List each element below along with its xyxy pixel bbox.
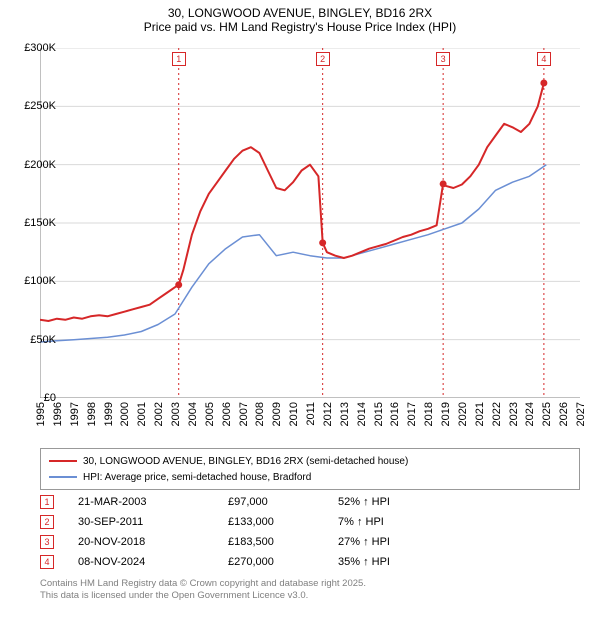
x-tick-label: 2007 (238, 402, 250, 426)
x-tick-label: 1996 (52, 402, 64, 426)
transaction-row-2: 3 20-NOV-2018 £183,500 27% ↑ HPI (40, 532, 458, 552)
transaction-row-0: 1 21-MAR-2003 £97,000 52% ↑ HPI (40, 492, 458, 512)
y-tick-label: £0 (6, 392, 56, 404)
x-tick-label: 2027 (575, 402, 587, 426)
x-tick-label: 2001 (136, 402, 148, 426)
x-tick-label: 2005 (204, 402, 216, 426)
y-tick-label: £100K (6, 275, 56, 287)
x-tick-label: 1997 (69, 402, 81, 426)
legend-swatch-0 (49, 460, 77, 463)
x-tick-label: 2024 (524, 402, 536, 426)
y-tick-label: £150K (6, 217, 56, 229)
x-tick-label: 2020 (457, 402, 469, 426)
transaction-price-3: £270,000 (228, 556, 338, 568)
x-tick-label: 2010 (288, 402, 300, 426)
chart-marker-box: 2 (316, 52, 330, 66)
y-tick-label: £200K (6, 159, 56, 171)
transaction-pct-0: 52% ↑ HPI (338, 496, 458, 508)
transaction-date-0: 21-MAR-2003 (78, 496, 228, 508)
transaction-row-1: 2 30-SEP-2011 £133,000 7% ↑ HPI (40, 512, 458, 532)
chart-marker-box: 4 (537, 52, 551, 66)
y-tick-label: £250K (6, 100, 56, 112)
legend: 30, LONGWOOD AVENUE, BINGLEY, BD16 2RX (… (40, 448, 580, 490)
legend-row-0: 30, LONGWOOD AVENUE, BINGLEY, BD16 2RX (… (49, 453, 571, 469)
x-tick-label: 2014 (356, 402, 368, 426)
transaction-pct-3: 35% ↑ HPI (338, 556, 458, 568)
x-tick-label: 2019 (440, 402, 452, 426)
transaction-date-2: 20-NOV-2018 (78, 536, 228, 548)
transaction-pct-2: 27% ↑ HPI (338, 536, 458, 548)
transaction-row-3: 4 08-NOV-2024 £270,000 35% ↑ HPI (40, 552, 458, 572)
chart-marker-box: 3 (436, 52, 450, 66)
x-tick-label: 2009 (271, 402, 283, 426)
transaction-marker-2: 3 (40, 535, 54, 549)
x-tick-label: 2018 (423, 402, 435, 426)
title-block: 30, LONGWOOD AVENUE, BINGLEY, BD16 2RX P… (0, 0, 600, 34)
y-tick-label: £300K (6, 42, 56, 54)
transaction-marker-3: 4 (40, 555, 54, 569)
chart-area (40, 48, 580, 398)
transaction-price-2: £183,500 (228, 536, 338, 548)
x-tick-label: 2022 (491, 402, 503, 426)
x-tick-label: 2002 (153, 402, 165, 426)
legend-label-0: 30, LONGWOOD AVENUE, BINGLEY, BD16 2RX (… (83, 456, 408, 467)
x-tick-label: 2016 (389, 402, 401, 426)
x-tick-label: 2012 (322, 402, 334, 426)
chart-container: 30, LONGWOOD AVENUE, BINGLEY, BD16 2RX P… (0, 0, 600, 620)
transactions-table: 1 21-MAR-2003 £97,000 52% ↑ HPI 2 30-SEP… (40, 492, 458, 572)
x-tick-label: 2004 (187, 402, 199, 426)
transaction-price-1: £133,000 (228, 516, 338, 528)
x-tick-label: 2026 (558, 402, 570, 426)
x-tick-label: 1999 (103, 402, 115, 426)
x-tick-label: 2000 (119, 402, 131, 426)
x-tick-label: 2006 (221, 402, 233, 426)
x-tick-label: 2013 (339, 402, 351, 426)
transaction-date-1: 30-SEP-2011 (78, 516, 228, 528)
legend-label-1: HPI: Average price, semi-detached house,… (83, 472, 311, 483)
legend-row-1: HPI: Average price, semi-detached house,… (49, 469, 571, 485)
chart-marker-box: 1 (172, 52, 186, 66)
transaction-marker-1: 2 (40, 515, 54, 529)
transaction-pct-1: 7% ↑ HPI (338, 516, 458, 528)
footer-line1: Contains HM Land Registry data © Crown c… (40, 578, 366, 590)
transaction-date-3: 08-NOV-2024 (78, 556, 228, 568)
footer-line2: This data is licensed under the Open Gov… (40, 590, 366, 602)
x-tick-label: 2025 (541, 402, 553, 426)
y-tick-label: £50K (6, 334, 56, 346)
x-tick-label: 2011 (305, 402, 317, 426)
x-tick-label: 2003 (170, 402, 182, 426)
title-line2: Price paid vs. HM Land Registry's House … (0, 20, 600, 34)
x-tick-label: 2021 (474, 402, 486, 426)
footer: Contains HM Land Registry data © Crown c… (40, 578, 366, 602)
x-tick-label: 2017 (406, 402, 418, 426)
x-tick-label: 2008 (254, 402, 266, 426)
transaction-price-0: £97,000 (228, 496, 338, 508)
x-tick-label: 2023 (508, 402, 520, 426)
x-tick-label: 1995 (35, 402, 47, 426)
title-line1: 30, LONGWOOD AVENUE, BINGLEY, BD16 2RX (0, 6, 600, 20)
x-tick-label: 1998 (86, 402, 98, 426)
transaction-marker-0: 1 (40, 495, 54, 509)
line-chart-svg (40, 48, 580, 398)
x-tick-label: 2015 (373, 402, 385, 426)
legend-swatch-1 (49, 476, 77, 478)
